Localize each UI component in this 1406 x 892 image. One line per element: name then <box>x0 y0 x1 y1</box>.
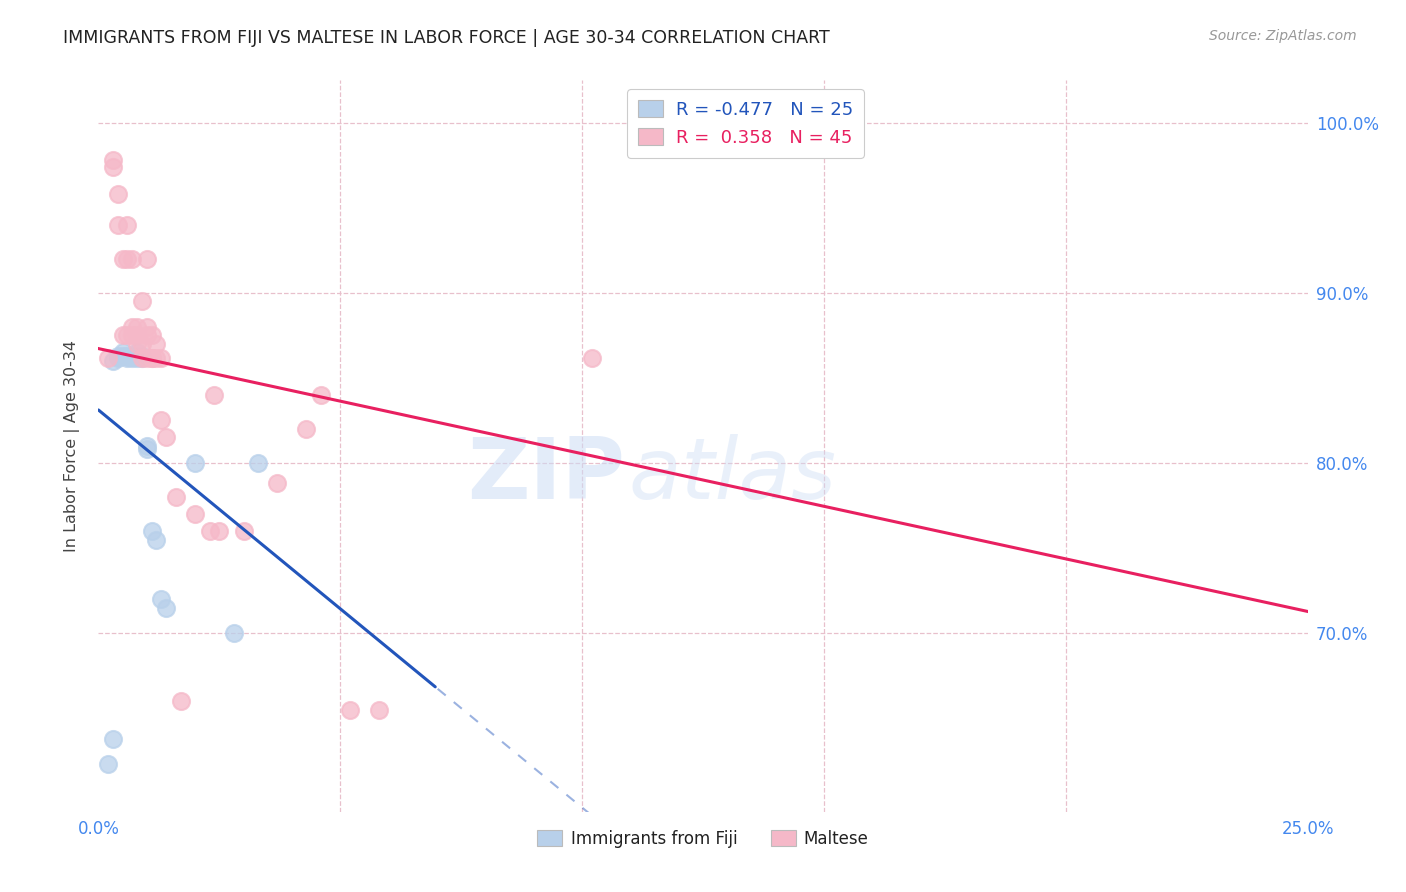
Point <box>141 351 163 365</box>
Point <box>127 349 149 363</box>
Point <box>135 320 157 334</box>
Point <box>232 524 254 538</box>
Point <box>145 351 167 365</box>
Point <box>141 351 163 365</box>
Point <box>97 351 120 365</box>
Point <box>150 592 173 607</box>
Point <box>131 294 153 309</box>
Point <box>145 533 167 547</box>
Point <box>135 252 157 266</box>
Point <box>107 351 129 365</box>
Point <box>150 413 173 427</box>
Point <box>111 345 134 359</box>
Point <box>117 218 139 232</box>
Point <box>111 252 134 266</box>
Point <box>135 439 157 453</box>
Point <box>121 351 143 365</box>
Point <box>135 351 157 365</box>
Point <box>121 320 143 334</box>
Point <box>107 218 129 232</box>
Point <box>155 600 177 615</box>
Point <box>141 524 163 538</box>
Text: Source: ZipAtlas.com: Source: ZipAtlas.com <box>1209 29 1357 43</box>
Point <box>581 351 603 365</box>
Text: ZIP: ZIP <box>467 434 624 516</box>
Point <box>107 187 129 202</box>
Point <box>198 524 221 538</box>
Point <box>111 349 134 363</box>
Point <box>165 490 187 504</box>
Point <box>339 703 361 717</box>
Point <box>135 442 157 457</box>
Point <box>295 422 318 436</box>
Point <box>145 337 167 351</box>
Point <box>155 430 177 444</box>
Point <box>692 116 714 130</box>
Point <box>131 351 153 365</box>
Point <box>97 757 120 772</box>
Point <box>127 328 149 343</box>
Legend: Immigrants from Fiji, Maltese: Immigrants from Fiji, Maltese <box>530 823 876 855</box>
Point <box>127 345 149 359</box>
Point <box>247 456 270 470</box>
Point <box>101 731 124 746</box>
Point <box>127 320 149 334</box>
Point <box>368 703 391 717</box>
Point <box>117 328 139 343</box>
Point <box>208 524 231 538</box>
Point <box>169 694 191 708</box>
Point <box>222 626 245 640</box>
Point <box>117 252 139 266</box>
Point <box>131 337 153 351</box>
Point <box>101 354 124 368</box>
Point <box>101 153 124 168</box>
Point <box>127 351 149 365</box>
Point <box>117 351 139 365</box>
Point <box>204 388 226 402</box>
Point <box>184 507 207 521</box>
Point <box>141 328 163 343</box>
Point <box>121 349 143 363</box>
Point <box>266 476 288 491</box>
Point <box>107 349 129 363</box>
Point <box>150 351 173 365</box>
Point <box>184 456 207 470</box>
Point <box>101 160 124 174</box>
Point <box>309 388 332 402</box>
Point <box>127 337 149 351</box>
Point <box>121 252 143 266</box>
Text: IMMIGRANTS FROM FIJI VS MALTESE IN LABOR FORCE | AGE 30-34 CORRELATION CHART: IMMIGRANTS FROM FIJI VS MALTESE IN LABOR… <box>63 29 830 46</box>
Point <box>135 328 157 343</box>
Point <box>131 349 153 363</box>
Point <box>117 349 139 363</box>
Y-axis label: In Labor Force | Age 30-34: In Labor Force | Age 30-34 <box>63 340 80 552</box>
Text: atlas: atlas <box>628 434 837 516</box>
Point <box>111 328 134 343</box>
Point <box>131 351 153 365</box>
Point <box>121 328 143 343</box>
